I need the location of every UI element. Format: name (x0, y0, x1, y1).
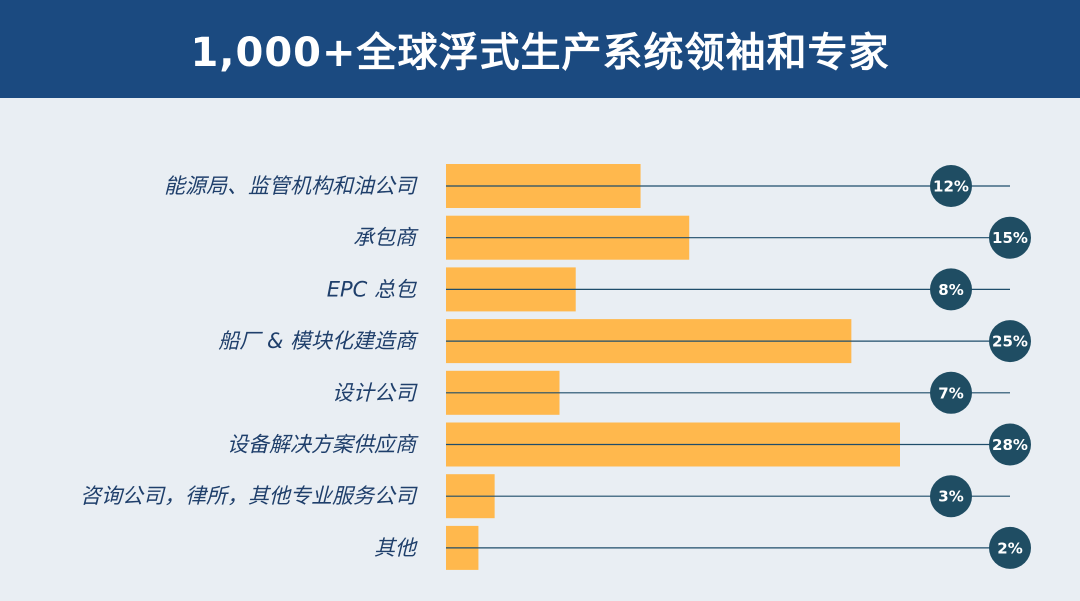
value-badge (989, 423, 1031, 466)
category-label: 设备解决方案供应商 (227, 433, 419, 457)
bar-chart: 能源局、监管机构和油公司 12% 承包商 15% EPC 总包 8% 船厂 & 模块化建造商… (80, 164, 1031, 570)
bar-row: 设备解决方案供应商 28% (227, 422, 1031, 467)
value-badge (989, 216, 1031, 259)
category-label: 能源局、监管机构和油公司 (164, 174, 418, 198)
value-label: 2% (997, 539, 1022, 557)
value-label: 25% (992, 333, 1028, 351)
value-badge (989, 320, 1031, 363)
value-label: 28% (992, 436, 1028, 454)
value-label: 8% (938, 281, 963, 299)
bar-row: EPC 总包 8% (327, 267, 1010, 312)
category-label: 船厂 & 模块化建造商 (218, 329, 419, 353)
value-badge (930, 268, 972, 311)
value-label: 7% (938, 384, 963, 402)
bar-row: 承包商 15% (353, 215, 1031, 260)
category-label: EPC 总包 (327, 277, 418, 301)
page-title: 1,000+全球浮式生产系统领袖和专家 (190, 30, 890, 76)
chart-area: 能源局、监管机构和油公司 12% 承包商 15% EPC 总包 8% 船厂 & 模块化建造商… (0, 98, 1080, 601)
value-label: 3% (938, 488, 963, 506)
bar-row: 咨询公司，律所，其他专业服务公司 3% (80, 474, 1010, 519)
value-badge (930, 475, 972, 518)
bar-row: 其他 2% (374, 525, 1031, 570)
header-banner: 1,000+全球浮式生产系统领袖和专家 (0, 0, 1080, 98)
bar-row: 能源局、监管机构和油公司 12% (164, 164, 1010, 208)
category-label: 咨询公司，律所，其他专业服务公司 (80, 484, 418, 508)
category-label: 设计公司 (332, 381, 418, 405)
bar-row: 船厂 & 模块化建造商 25% (218, 319, 1031, 364)
value-label: 15% (992, 229, 1028, 247)
value-label: 12% (933, 178, 969, 196)
category-label: 其他 (374, 536, 418, 560)
category-label: 承包商 (353, 226, 419, 250)
bar-row: 设计公司 7% (332, 370, 1010, 415)
value-badge (930, 371, 972, 414)
value-badge (989, 526, 1031, 569)
value-badge (930, 165, 972, 207)
